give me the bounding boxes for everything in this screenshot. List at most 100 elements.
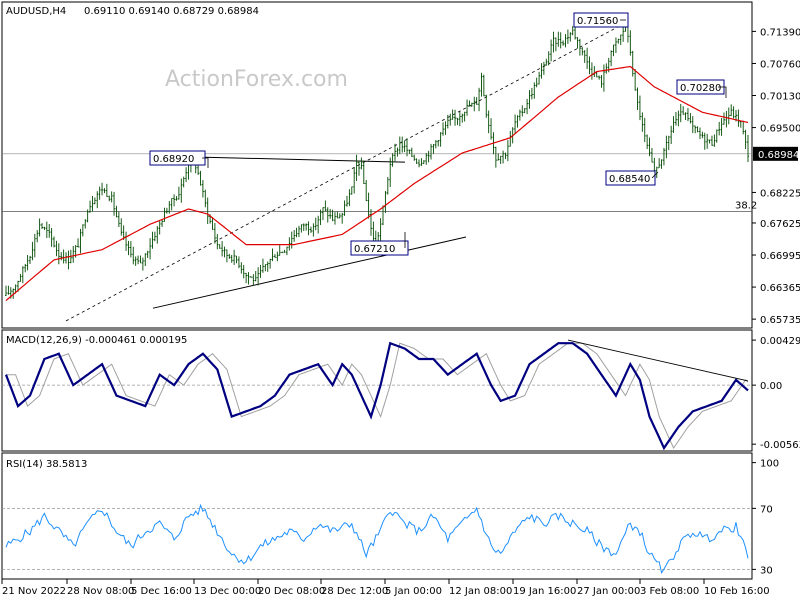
candle [254, 270, 257, 282]
candle [658, 158, 661, 169]
candle [646, 134, 649, 150]
support-trendline [152, 236, 467, 309]
candle [86, 209, 89, 223]
candle [245, 272, 248, 284]
candle [518, 109, 521, 121]
x-tick-label: 21 Nov 2022 [2, 586, 66, 597]
candle [638, 95, 641, 121]
candle [430, 143, 433, 160]
candle [60, 252, 63, 261]
candle [36, 230, 39, 243]
candle [662, 147, 665, 166]
candle [485, 94, 488, 118]
candle [677, 110, 680, 127]
candle [566, 29, 569, 44]
candle [468, 100, 471, 107]
candle [12, 288, 15, 299]
candle [538, 71, 541, 85]
candle [261, 258, 264, 273]
candle [206, 197, 209, 225]
candle [487, 110, 490, 134]
candle [466, 99, 469, 116]
price-y-tick-label: 0.68225 [760, 188, 800, 199]
price-annotation-label: 0.68920 [153, 154, 194, 165]
price-panel-frame [1, 1, 753, 329]
candle [552, 31, 555, 53]
candle [521, 105, 524, 117]
candle [117, 211, 120, 228]
candle [57, 243, 60, 265]
x-tick-label: 5 Dec 16:00 [131, 586, 192, 597]
candle [600, 74, 603, 88]
candle [384, 190, 387, 213]
candle [48, 223, 51, 238]
candle [583, 50, 586, 63]
macd-y-tick-label: -0.005636 [760, 440, 800, 451]
candle [478, 87, 481, 112]
candle [506, 140, 509, 162]
candle [571, 26, 574, 36]
candle [703, 132, 706, 150]
candle [636, 87, 639, 111]
candle [213, 222, 216, 244]
candle [394, 143, 397, 162]
candle [290, 231, 293, 249]
candle [590, 62, 593, 80]
price-annotation-label: 0.67210 [354, 244, 395, 255]
x-tick-label: 12 Jan 08:00 [449, 586, 512, 597]
rsi-y-tick-label: 100 [760, 459, 779, 470]
candle [53, 236, 56, 248]
current-price-label: 0.68984 [758, 150, 799, 161]
candle [494, 146, 497, 168]
candle [686, 108, 689, 122]
candle [679, 103, 682, 123]
candle [720, 118, 723, 136]
candle [437, 140, 440, 147]
price-annotation: 0.68920 [149, 150, 209, 168]
candle [610, 50, 613, 67]
channel-trendline-dashed [65, 25, 621, 322]
candle [595, 71, 598, 78]
candle [739, 120, 742, 128]
price-annotation: 0.70280 [676, 79, 727, 98]
candle [314, 217, 317, 231]
candle [105, 183, 108, 198]
candle [425, 153, 428, 165]
candle [149, 238, 152, 260]
candle [180, 178, 183, 203]
candle [389, 157, 392, 188]
candle [336, 211, 339, 219]
candle [341, 212, 344, 224]
candle [742, 120, 745, 135]
candle [614, 37, 617, 54]
candle [235, 255, 238, 264]
candle [161, 219, 164, 227]
candle [530, 87, 533, 100]
candle [110, 191, 113, 203]
candle [442, 122, 445, 136]
candle [499, 155, 502, 164]
candle [127, 240, 130, 256]
candle [312, 223, 315, 237]
rsi-y-tick-label: 30 [760, 565, 773, 576]
price-annotation-box [350, 240, 409, 256]
candle [593, 66, 596, 78]
candle [691, 116, 694, 134]
candle [665, 135, 668, 159]
candle [456, 117, 459, 126]
price-annotation-label: 0.68540 [609, 174, 650, 185]
price-annotation-leader [718, 86, 727, 98]
price-annotation-label: 0.70280 [680, 83, 721, 94]
candle [694, 125, 697, 134]
candle [698, 127, 701, 140]
candle [542, 61, 545, 75]
candle [463, 111, 466, 122]
price-annotation: 0.67210 [350, 232, 409, 256]
candle [369, 209, 372, 236]
candle [79, 228, 82, 254]
macd-title: MACD(12,26,9) -0.000461 0.000195 [6, 335, 187, 346]
candle [151, 231, 154, 249]
candle [146, 250, 149, 258]
x-tick-label: 20 Dec 08:00 [258, 586, 325, 597]
price-annotation-label: 0.71560 [577, 16, 618, 27]
